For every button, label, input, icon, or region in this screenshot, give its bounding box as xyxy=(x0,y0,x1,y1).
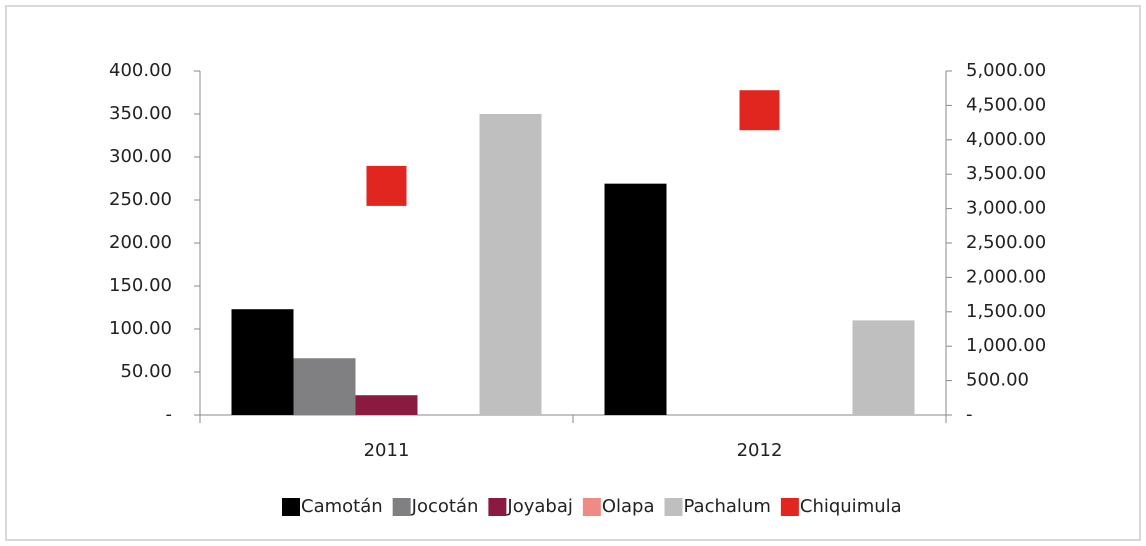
y2-tick-label: 1,500.00 xyxy=(966,301,1046,322)
legend-swatch xyxy=(582,498,601,516)
y-tick-label: 400.00 xyxy=(109,60,172,81)
y-tick-label: 200.00 xyxy=(109,232,172,253)
legend-label: Camotán xyxy=(301,496,383,517)
legend-swatch xyxy=(392,498,411,516)
y2-tick-label: 3,000.00 xyxy=(966,198,1046,219)
bar xyxy=(355,395,418,415)
y2-tick-label: 2,500.00 xyxy=(966,232,1046,253)
bar xyxy=(604,183,667,415)
legend-label: Jocotán xyxy=(411,496,479,517)
y-tick-label: 100.00 xyxy=(109,318,172,339)
legend-label: Joyabaj xyxy=(506,496,572,517)
y2-tick-label: - xyxy=(966,404,973,425)
y2-tick-label: 4,000.00 xyxy=(966,129,1046,150)
legend-swatch xyxy=(488,498,507,516)
legend-swatch xyxy=(282,498,300,516)
bar xyxy=(293,358,356,415)
legend-swatch xyxy=(780,498,799,516)
bar xyxy=(479,114,542,415)
legend-label: Olapa xyxy=(602,496,655,517)
y2-tick-label: 2,000.00 xyxy=(966,266,1046,287)
y-tick-label: 50.00 xyxy=(120,361,172,382)
marker xyxy=(366,165,407,206)
x-tick-label: 2012 xyxy=(737,440,783,461)
y-tick-label: - xyxy=(166,404,173,425)
y2-tick-label: 4,500.00 xyxy=(966,94,1046,115)
y-tick-label: 300.00 xyxy=(109,146,172,167)
y2-tick-label: 5,000.00 xyxy=(966,60,1046,81)
y-tick-label: 150.00 xyxy=(109,275,172,296)
y2-tick-label: 1,000.00 xyxy=(966,335,1046,356)
legend-swatch xyxy=(664,498,683,516)
bar xyxy=(852,320,915,415)
y2-tick-label: 500.00 xyxy=(966,370,1029,391)
x-tick-label: 2011 xyxy=(364,440,410,461)
marker xyxy=(739,90,780,131)
legend-label: Chiquimula xyxy=(800,496,902,517)
legend-label: Pachalum xyxy=(684,496,771,517)
chart-frame xyxy=(5,5,1141,541)
y2-tick-label: 3,500.00 xyxy=(966,163,1046,184)
bar xyxy=(231,309,294,415)
y-tick-label: 250.00 xyxy=(109,189,172,210)
y-tick-label: 350.00 xyxy=(109,103,172,124)
